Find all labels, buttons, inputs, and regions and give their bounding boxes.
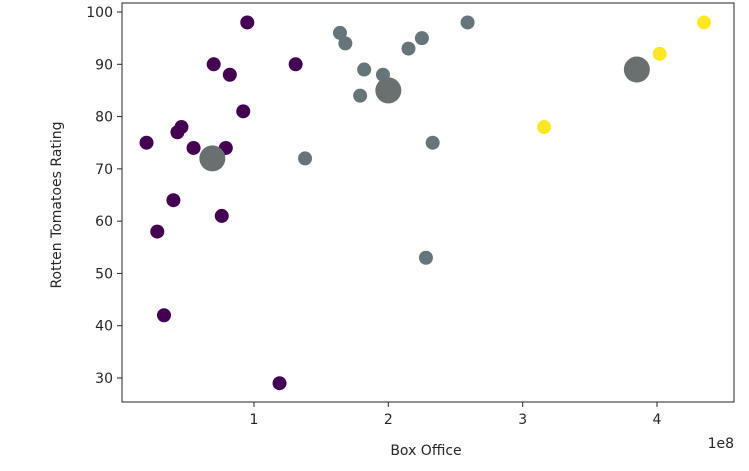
y-tick-label: 30 <box>95 371 113 387</box>
y-tick-label: 60 <box>95 214 113 230</box>
x-tick-label: 3 <box>518 412 527 428</box>
scatter-point <box>353 88 368 103</box>
x-tick-label: 2 <box>384 412 393 428</box>
plot-frame <box>121 2 735 403</box>
scatter-point <box>332 25 347 40</box>
x-axis-offset-label: 1e8 <box>708 436 734 452</box>
y-tick-label: 90 <box>95 57 113 73</box>
scatter-point <box>697 15 712 30</box>
scatter-point <box>537 120 552 135</box>
scatter-point <box>298 151 313 166</box>
scatter-point <box>174 120 189 135</box>
y-tick-label: 100 <box>86 5 113 21</box>
scatter-point <box>214 208 229 223</box>
y-axis-ticks: 30 40 50 60 70 80 90 100 <box>86 5 122 387</box>
scatter-point <box>206 57 221 72</box>
x-tick-label: 4 <box>653 412 662 428</box>
scatter-point <box>288 57 303 72</box>
y-tick-label: 50 <box>95 266 113 282</box>
scatter-point <box>460 15 475 30</box>
x-axis-ticks: 1 2 3 4 <box>250 402 662 428</box>
scatter-point <box>375 77 402 104</box>
scatter-point <box>199 145 226 172</box>
y-tick-label: 80 <box>95 110 113 126</box>
scatter-point <box>623 56 650 83</box>
scatter-point <box>414 31 429 46</box>
scatter-point <box>272 376 287 391</box>
scatter-point <box>418 250 433 265</box>
points-layer <box>139 15 712 391</box>
scatter-point <box>357 62 372 77</box>
y-tick-label: 40 <box>95 319 113 335</box>
scatter-point <box>186 140 201 155</box>
scatter-point <box>139 135 154 150</box>
y-axis-label: Rotten Tomatoes Rating <box>49 121 65 288</box>
x-tick-label: 1 <box>250 412 259 428</box>
scatter-point <box>338 36 353 51</box>
scatter-point <box>236 104 251 119</box>
scatter-point <box>652 46 667 61</box>
scatter-point <box>425 135 440 150</box>
scatter-point <box>166 193 181 208</box>
scatter-point <box>156 308 171 323</box>
y-tick-label: 70 <box>95 162 113 178</box>
scatter-point <box>401 41 416 56</box>
x-axis-label: Box Office <box>390 443 461 459</box>
scatter-point <box>240 15 255 30</box>
scatter-point <box>150 224 165 239</box>
scatter-point <box>222 67 237 82</box>
